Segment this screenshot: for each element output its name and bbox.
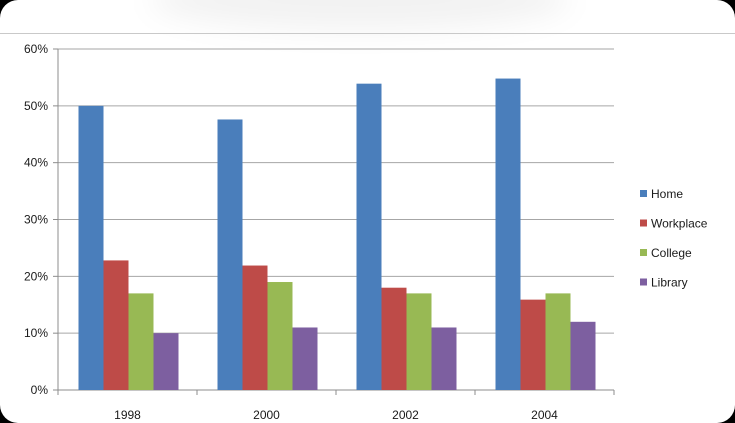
bar-library-2004: [570, 321, 596, 390]
bar-home-1998: [78, 105, 104, 390]
legend: Home Workplace College Library: [640, 187, 708, 290]
x-tick-label: 2002: [392, 408, 419, 422]
legend-label-workplace: Workplace: [651, 217, 708, 231]
y-tick-label: 0%: [31, 383, 49, 397]
bar-college-2000: [267, 282, 293, 390]
bar-workplace-2000: [242, 265, 268, 390]
x-tick-label: 2000: [253, 408, 280, 422]
y-tick-label: 40%: [24, 156, 48, 170]
y-axis: 0% 10% 20% 30% 40% 50% 60%: [24, 42, 59, 397]
y-tick-label: 60%: [24, 42, 48, 56]
legend-label-library: Library: [651, 276, 688, 290]
legend-label-home: Home: [651, 187, 683, 201]
bar-home-2000: [217, 119, 243, 391]
x-axis: 1998 2000 2002 2004: [57, 390, 615, 422]
legend-swatch-college: [640, 249, 647, 256]
bar-library-2000: [292, 327, 318, 390]
bar-library-2002: [431, 327, 457, 390]
bar-workplace-1998: [103, 260, 129, 390]
x-tick-label: 2004: [531, 408, 558, 422]
bar-college-2002: [406, 293, 432, 390]
legend-label-college: College: [651, 246, 692, 260]
bar-college-1998: [128, 293, 154, 390]
bars: [78, 78, 596, 391]
y-tick-label: 10%: [24, 326, 48, 340]
bar-home-2002: [356, 83, 382, 390]
bar-library-1998: [153, 333, 179, 390]
y-tick-label: 50%: [24, 99, 48, 113]
y-tick-label: 30%: [24, 213, 48, 227]
bar-college-2004: [545, 293, 571, 390]
x-tick-label: 1998: [114, 408, 141, 422]
bar-workplace-2004: [520, 299, 546, 390]
top-divider: [0, 33, 735, 34]
y-tick-label: 20%: [24, 269, 48, 283]
bar-workplace-2002: [381, 287, 407, 390]
legend-swatch-home: [640, 190, 647, 197]
bar-home-2004: [495, 78, 521, 390]
legend-swatch-library: [640, 278, 647, 286]
legend-swatch-workplace: [640, 219, 647, 227]
